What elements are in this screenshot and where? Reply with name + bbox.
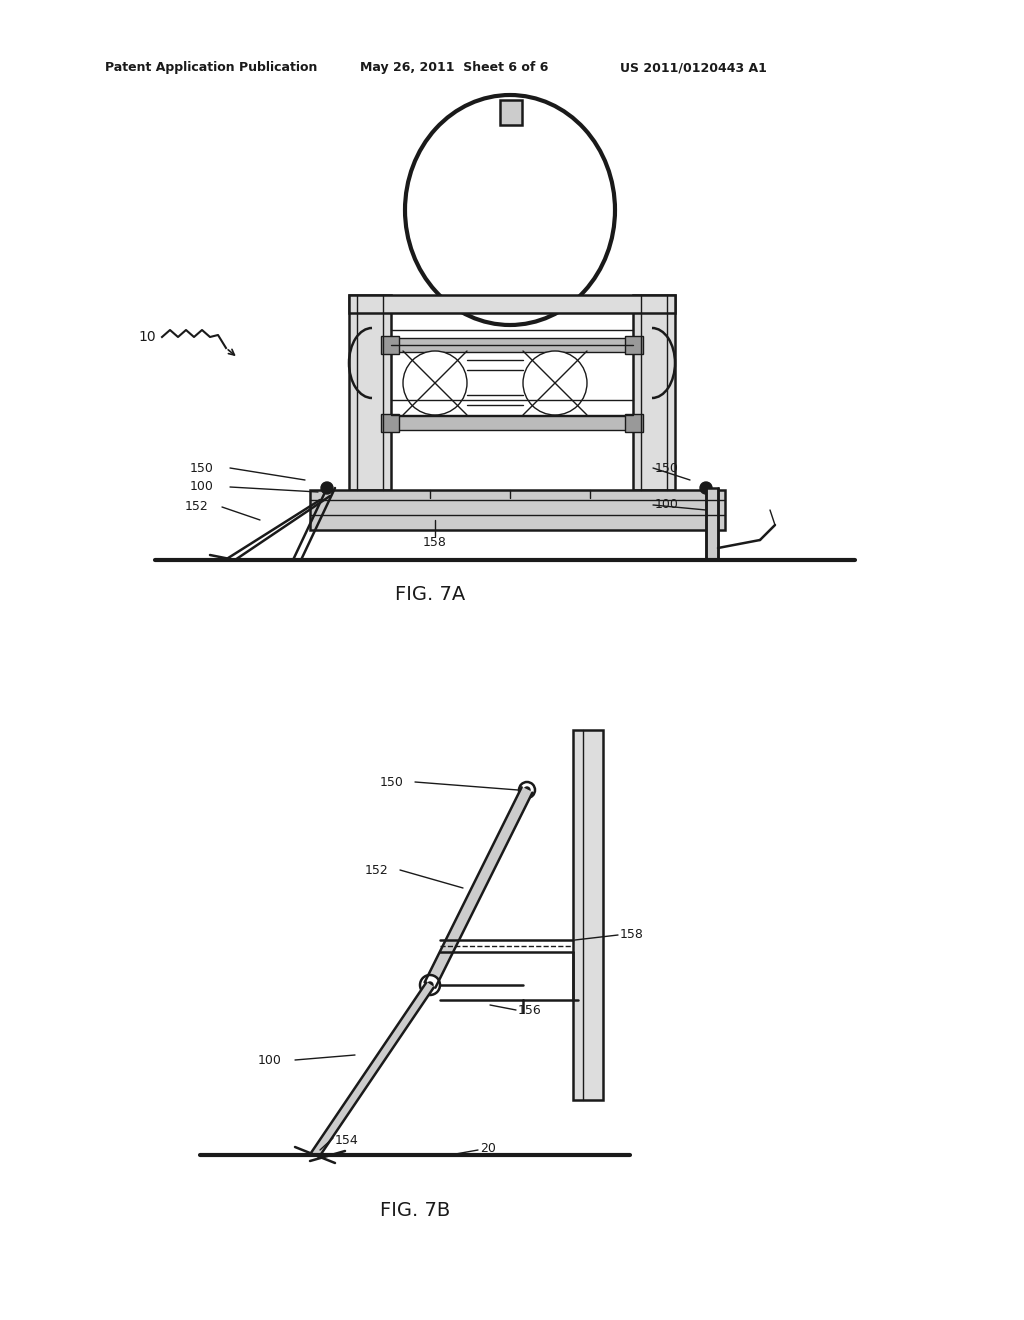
Text: 150: 150 [190, 462, 214, 474]
Bar [349, 294, 675, 313]
Text: 10: 10 [138, 330, 156, 345]
Bar [633, 294, 675, 490]
Bar [386, 338, 638, 352]
Bar [625, 414, 643, 432]
Text: 158: 158 [423, 536, 446, 549]
Text: FIG. 7A: FIG. 7A [395, 586, 465, 605]
Bar [706, 488, 718, 560]
Bar [349, 294, 391, 490]
Circle shape [321, 482, 333, 494]
Circle shape [519, 781, 535, 799]
Circle shape [427, 982, 433, 987]
Bar [386, 416, 638, 430]
Text: 152: 152 [185, 500, 209, 513]
Bar [381, 337, 399, 354]
Bar [381, 414, 399, 432]
Text: 20: 20 [480, 1142, 496, 1155]
Text: 150: 150 [380, 776, 403, 788]
Text: 100: 100 [258, 1053, 282, 1067]
Text: US 2011/0120443 A1: US 2011/0120443 A1 [620, 62, 767, 74]
Text: 100: 100 [655, 499, 679, 511]
Ellipse shape [406, 95, 615, 325]
Text: 158: 158 [620, 928, 644, 941]
Bar [625, 337, 643, 354]
Circle shape [420, 975, 440, 995]
Text: Patent Application Publication: Patent Application Publication [105, 62, 317, 74]
Polygon shape [425, 787, 532, 987]
Circle shape [700, 482, 712, 494]
Text: FIG. 7B: FIG. 7B [380, 1200, 451, 1220]
Bar [310, 490, 725, 531]
Text: 152: 152 [365, 863, 389, 876]
Circle shape [523, 351, 587, 414]
Circle shape [403, 351, 467, 414]
Bar [500, 100, 522, 125]
Bar [573, 730, 603, 1100]
Text: 100: 100 [190, 480, 214, 494]
Text: 150: 150 [655, 462, 679, 474]
Text: 154: 154 [335, 1134, 358, 1147]
Polygon shape [311, 982, 434, 1158]
Circle shape [524, 787, 530, 793]
Text: 156: 156 [518, 1003, 542, 1016]
Text: May 26, 2011  Sheet 6 of 6: May 26, 2011 Sheet 6 of 6 [360, 62, 549, 74]
